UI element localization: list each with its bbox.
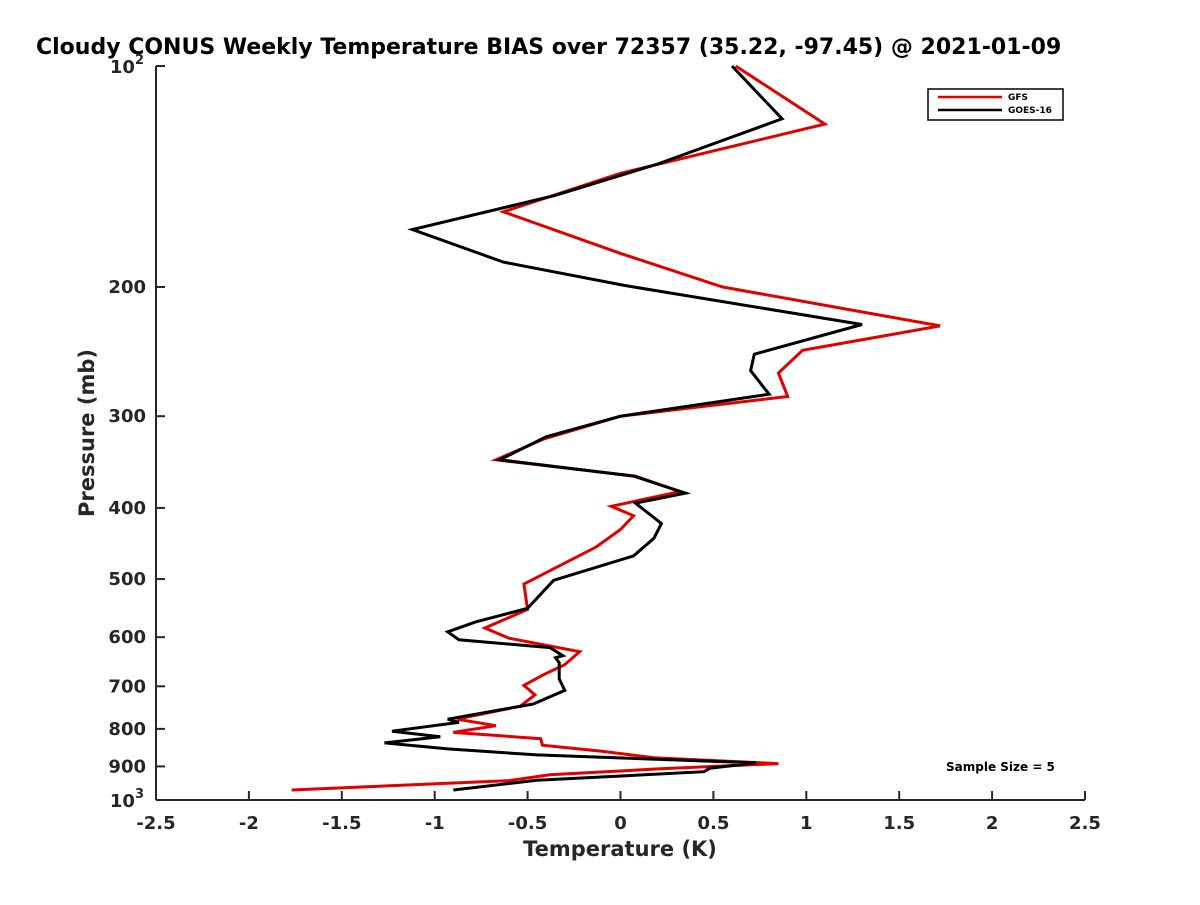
y-tick-label: 800	[108, 719, 146, 740]
x-axis-ticks: -2.5 -2 -1.5 -1 -0.5 0 0.5 1 1.5 2 2.5	[136, 791, 1101, 834]
series-line-goes16	[384, 64, 863, 792]
legend-label-goes16: GOES-16	[1008, 106, 1052, 116]
x-tick-label: -1	[425, 813, 445, 834]
y-tick-label: 200	[108, 277, 146, 298]
x-tick-label: 2	[986, 813, 999, 834]
y-tick-label: 103	[110, 787, 144, 812]
chart-title: Cloudy CONUS Weekly Temperature BIAS ove…	[36, 35, 1061, 60]
y-tick-label: 300	[108, 406, 146, 427]
y-axis-label: Pressure (mb)	[75, 349, 99, 517]
y-tick-label: 600	[108, 627, 146, 648]
legend-box	[927, 88, 1064, 121]
x-tick-label: 0.5	[697, 813, 729, 834]
series-line-gfs	[291, 64, 941, 792]
y-tick-label: 700	[108, 676, 146, 697]
y-tick-label: 102	[110, 53, 144, 78]
y-tick-label: 500	[108, 569, 146, 590]
y-axis-ticks: 102 200 300 400 500 600 700 800 900 103	[108, 53, 165, 812]
y-tick-label: 900	[108, 756, 146, 777]
series-lines	[291, 64, 941, 792]
x-tick-label: -2	[239, 813, 259, 834]
x-tick-label: -1.5	[322, 813, 361, 834]
axes	[155, 66, 1085, 801]
sample-size-annotation: Sample Size = 5	[946, 760, 1055, 774]
legend-label-gfs: GFS	[1008, 93, 1028, 103]
x-tick-label: 0	[614, 813, 627, 834]
x-axis-label: Temperature (K)	[523, 837, 717, 861]
x-tick-label: 2.5	[1069, 813, 1101, 834]
x-tick-label: 1.5	[883, 813, 915, 834]
y-tick-label: 400	[108, 498, 146, 519]
x-tick-label: -0.5	[508, 813, 547, 834]
x-tick-label: -2.5	[136, 813, 175, 834]
x-tick-label: 1	[800, 813, 813, 834]
legend: GFS GOES-16	[927, 88, 1064, 121]
